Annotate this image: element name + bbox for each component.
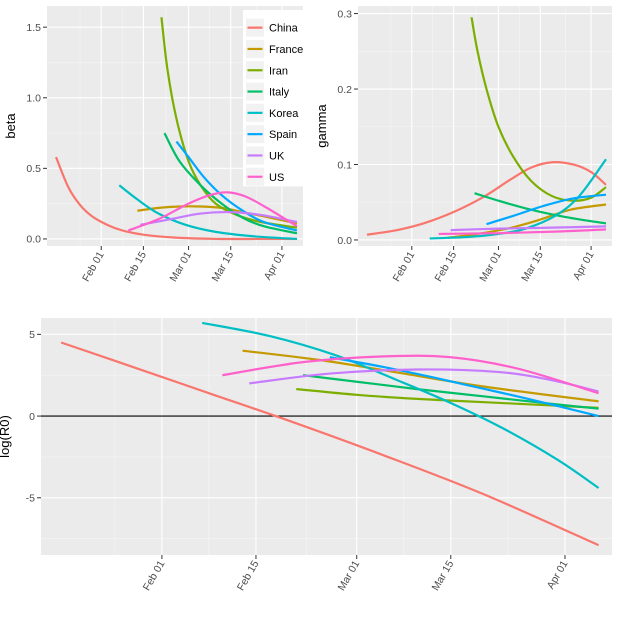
legend-label-china: China — [269, 23, 299, 35]
beta-y-axis-title: beta — [3, 113, 18, 139]
logR0-y-tick-label: -5 — [26, 493, 35, 505]
logR0-series-us — [222, 354, 599, 395]
beta-y-tick-label: 1.0 — [26, 93, 41, 105]
legend-label-uk: UK — [269, 150, 285, 162]
logR0-x-tick-label: Mar 15 — [430, 558, 457, 592]
gamma-y-tick-label: 0.2 — [337, 84, 352, 96]
beta-series-us — [127, 191, 298, 232]
beta-y-tick-label: 1.5 — [26, 22, 41, 34]
gamma-x-tick-label: Feb 15 — [432, 249, 459, 283]
gamma-x-tick-label: Mar 01 — [477, 249, 504, 283]
beta-series-spain — [175, 140, 298, 232]
logR0-plot-background — [41, 318, 612, 555]
logR0-x-tick-label: Feb 01 — [141, 558, 168, 592]
legend-label-italy: Italy — [269, 87, 290, 99]
beta-y-tick-label: 0.5 — [26, 163, 41, 175]
beta-x-tick-label: Feb 15 — [122, 249, 149, 283]
logR0-x-tick-label: Apr 01 — [545, 558, 571, 591]
gamma-series-spain — [486, 193, 607, 226]
beta-x-tick-label: Apr 01 — [262, 249, 288, 282]
log-r0-panel: -5 0 5 Feb 01 Feb 15 Mar 01 Mar 15 Apr 01 log(R0… — [0, 318, 612, 593]
gamma-x-tick-label: Apr 01 — [571, 249, 597, 282]
logR0-y-axis-title: log(R0) — [0, 415, 12, 458]
gamma-series-uk — [450, 225, 607, 232]
gamma-y-tick-label: 0.1 — [337, 159, 352, 171]
legend: China France Iran Italy Korea Spain UK US — [243, 10, 303, 187]
gamma-y-tick-label: 0.0 — [337, 235, 352, 247]
legend-label-spain: Spain — [269, 129, 297, 141]
gamma-series-china — [366, 161, 607, 236]
beta-x-tick-label: Mar 01 — [167, 249, 194, 283]
beta-x-tick-label: Feb 01 — [80, 249, 107, 283]
beta-x-tick-label: Mar 15 — [210, 249, 237, 283]
gamma-y-axis-title: gamma — [314, 104, 329, 148]
beta-y-tick-label: 0.0 — [26, 234, 41, 246]
legend-label-france: France — [269, 44, 303, 56]
gamma-x-tick-label: Feb 01 — [391, 249, 418, 283]
logR0-y-tick-label: 0 — [29, 411, 35, 423]
logR0-series-korea — [202, 321, 600, 489]
legend-label-us: US — [269, 172, 284, 184]
logR0-x-tick-label: Feb 15 — [235, 558, 262, 592]
beta-series-italy — [163, 132, 298, 235]
logR0-series-china — [60, 341, 600, 547]
beta-series-korea — [118, 184, 298, 241]
beta-series-uk — [140, 210, 298, 226]
logR0-x-tick-label: Mar 01 — [336, 558, 363, 592]
logR0-series-uk — [249, 368, 599, 393]
logR0-y-tick-label: 5 — [29, 329, 35, 341]
legend-label-iran: Iran — [269, 65, 288, 77]
gamma-series-italy — [474, 192, 607, 225]
logR0-series-spain — [329, 356, 599, 418]
gamma-series-iran — [470, 17, 607, 202]
gamma-panel: 0.0 0.1 0.2 0.3 Feb 01 Feb 15 Mar 01 Mar 15 Apr … — [314, 6, 612, 284]
gamma-x-tick-label: Mar 15 — [519, 249, 546, 283]
beta-series-china — [55, 156, 297, 241]
gamma-series-us — [438, 228, 607, 236]
gamma-y-tick-label: 0.3 — [337, 8, 352, 20]
legend-label-korea: Korea — [269, 108, 299, 120]
logR0-series-france — [242, 349, 599, 403]
